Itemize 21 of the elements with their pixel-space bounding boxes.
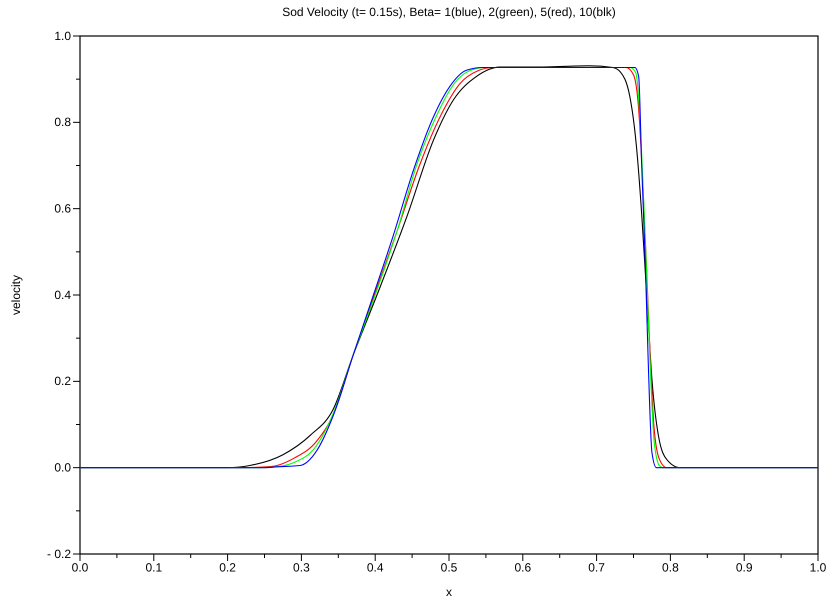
x-tick-label: 0.8 bbox=[662, 560, 680, 575]
x-tick-label: 0.2 bbox=[219, 560, 236, 575]
y-tick-label: - 0.2 bbox=[46, 546, 72, 561]
chart-title: Sod Velocity (t= 0.15s), Beta= 1(blue), 2(green), 5(red), 10(blk) bbox=[282, 5, 616, 19]
x-tick-label: 1.0 bbox=[810, 560, 827, 575]
x-tick-label: 0.6 bbox=[514, 560, 532, 575]
x-tick-label: 0.5 bbox=[440, 560, 458, 575]
y-tick-label: 0.6 bbox=[54, 202, 72, 216]
x-tick-label: 0.9 bbox=[736, 560, 753, 575]
y-tick-label: 0.2 bbox=[54, 374, 72, 388]
y-tick-label: 1.0 bbox=[54, 28, 72, 43]
y-tick-label: 0.8 bbox=[54, 115, 72, 130]
y-axis-title: velocity bbox=[9, 274, 23, 316]
x-tick-label: 0.7 bbox=[588, 560, 606, 575]
y-tick-label: 0.0 bbox=[54, 460, 72, 475]
x-tick-label: 0.4 bbox=[366, 560, 384, 575]
x-axis-title: x bbox=[446, 585, 452, 599]
x-tick-label: 0.1 bbox=[145, 560, 162, 575]
y-tick-label: 0.4 bbox=[54, 288, 72, 302]
x-tick-label: 0.0 bbox=[72, 560, 89, 575]
x-tick-label: 0.3 bbox=[293, 560, 310, 575]
